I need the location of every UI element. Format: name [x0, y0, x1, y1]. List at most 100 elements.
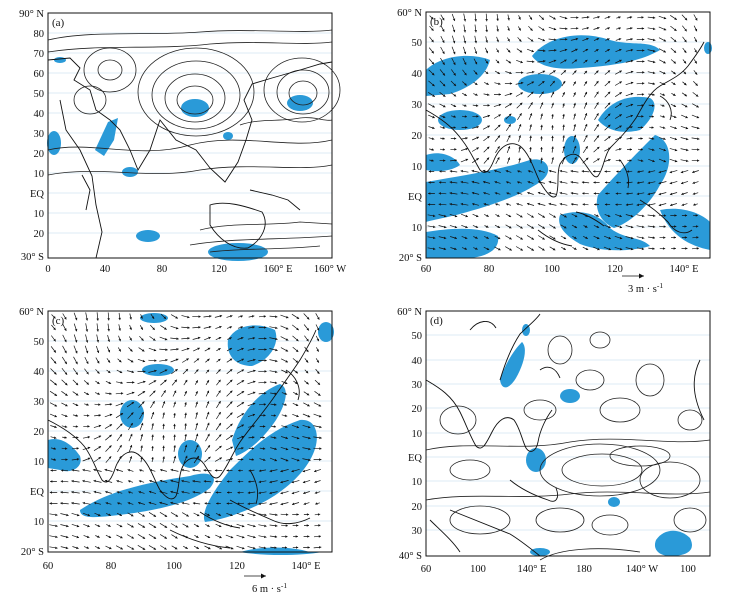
wind-vector-head — [237, 480, 241, 483]
wind-vector-head — [498, 248, 501, 251]
wind-vector-head — [464, 236, 468, 239]
wind-vector-head — [464, 247, 467, 250]
wind-vector-head — [559, 180, 562, 184]
wind-vector-head — [230, 412, 233, 415]
wind-vector-head — [318, 393, 321, 396]
wind-vector-head — [449, 170, 453, 173]
wind-vector-head — [530, 102, 533, 105]
wind-vector-head — [87, 435, 90, 439]
wind-vector-head — [692, 181, 695, 184]
wind-vector-head — [431, 137, 435, 140]
wind-vector-head — [596, 38, 599, 41]
wind-vector-head — [673, 104, 676, 107]
wind-vector-head — [584, 70, 587, 74]
wind-vector-head — [485, 61, 488, 64]
wind-vector-head — [129, 338, 132, 341]
wind-vector-head — [497, 146, 500, 149]
wind-vector-head — [520, 226, 523, 229]
wind-vector-head — [118, 317, 121, 321]
wind-vector-head — [131, 547, 135, 550]
wind-vector-head — [196, 369, 199, 372]
wind-vector-head — [107, 349, 111, 353]
wind-vector-head — [551, 135, 554, 139]
wind-vector-head — [530, 39, 534, 42]
wind-vector-head — [586, 26, 589, 30]
wind-vector-head — [630, 225, 634, 229]
wind-vector-head — [317, 371, 320, 374]
tick: 50 — [34, 337, 45, 348]
wind-vector-head — [143, 380, 146, 384]
tick: 40 — [100, 264, 111, 275]
wind-vector-head — [517, 170, 520, 173]
wind-vector-head — [673, 61, 676, 64]
wind-vector-head — [540, 102, 544, 105]
wind-vector-head — [615, 192, 618, 195]
wind-vector-head — [596, 113, 599, 116]
wind-vector-head — [129, 317, 132, 320]
wind-vector-head — [485, 71, 489, 74]
wind-vector-head — [652, 38, 656, 42]
wind-vector-head — [118, 349, 121, 352]
wind-vector-head — [630, 137, 633, 140]
wind-vector-head — [471, 180, 475, 184]
wind-vector-head — [184, 391, 187, 394]
wind-vector-head — [253, 358, 256, 362]
wind-vector-head — [295, 370, 298, 374]
wind-vector-head — [296, 316, 300, 319]
wind-vector-head — [153, 536, 157, 539]
wind-vector-head — [76, 535, 79, 539]
wind-vector-head — [53, 436, 57, 439]
wind-vector-head — [452, 18, 456, 21]
wind-vector-head — [505, 170, 509, 173]
wind-vector-head — [619, 214, 622, 218]
wind-vector-head — [607, 49, 610, 52]
wind-vector-head — [509, 237, 512, 240]
wind-vector-head — [618, 16, 621, 19]
wind-vector-head — [152, 327, 155, 330]
wind-vector-head — [431, 50, 434, 54]
tick: 100 — [470, 564, 486, 575]
tick: 80 — [106, 561, 117, 572]
wind-vector-head — [616, 170, 619, 173]
wind-vector-head — [120, 402, 124, 406]
wind-vector-head — [316, 360, 319, 363]
wind-vector-head — [658, 203, 662, 207]
wind-vector-head — [206, 380, 209, 383]
tick: 140° E — [518, 564, 547, 575]
wind-vector-head — [593, 192, 596, 195]
panel-b: (b) 60° N 50 40 30 20 10 EQ 10 20° S 60 … — [397, 8, 712, 295]
wind-vector-head — [206, 390, 210, 394]
wind-vector-head — [663, 214, 667, 217]
wind-vector-head — [285, 425, 288, 428]
wind-vector-head — [585, 236, 588, 239]
wind-vector-head — [607, 16, 611, 19]
wind-vector-head — [562, 103, 565, 106]
wind-vector-head — [527, 181, 531, 184]
wind-vector-head — [619, 103, 622, 106]
wind-vector-head — [530, 28, 533, 31]
wind-vector-head — [253, 524, 256, 528]
wind-vector-head — [551, 91, 555, 95]
wind-vector-head — [162, 423, 165, 427]
wind-vector-head — [164, 514, 168, 517]
wind-vector-head — [284, 546, 288, 549]
wind-vector-head — [476, 125, 479, 129]
wind-vector-head — [443, 247, 447, 251]
wind-vector-head — [442, 51, 445, 54]
wind-vector-head — [274, 392, 277, 395]
wind-vector-head — [76, 447, 79, 450]
tick: 80 — [157, 264, 168, 275]
wind-vector-head — [218, 401, 221, 404]
panel-c-shading — [48, 313, 334, 555]
wind-vector-head — [60, 491, 63, 494]
wind-vector-head — [574, 225, 577, 228]
wind-vector-head — [496, 39, 499, 43]
wind-vector-head — [529, 124, 532, 127]
wind-vector-head — [498, 103, 502, 107]
wind-vector-head — [53, 350, 56, 353]
wind-vector-head — [494, 169, 497, 173]
wind-vector-head — [685, 247, 688, 250]
tick: 20 — [412, 502, 423, 513]
wind-vector-head — [280, 491, 283, 495]
wind-vector-head — [154, 369, 157, 373]
